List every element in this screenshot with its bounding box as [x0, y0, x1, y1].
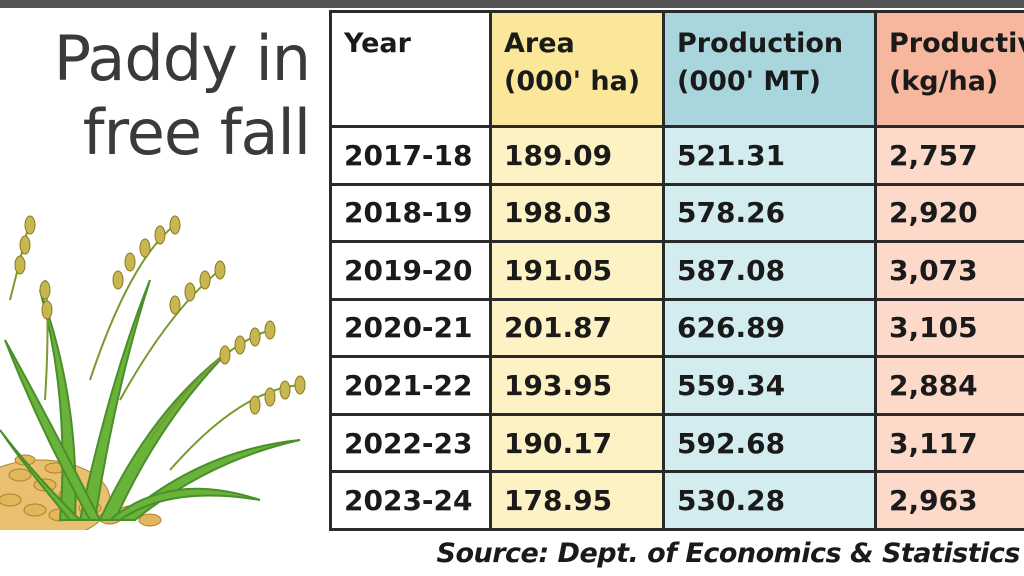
cell-productivity: 2,757 [874, 125, 1024, 186]
cell-productivity: 2,884 [874, 355, 1024, 416]
cell-year: 2023-24 [329, 470, 492, 531]
cell-area: 191.05 [489, 240, 665, 301]
cell-production: 559.34 [662, 355, 877, 416]
page-title: Paddy in free fall [20, 22, 311, 170]
table-header-row: Year Area (000' ha) Production (000' MT) P… [329, 10, 1024, 128]
cell-year: 2017-18 [329, 125, 492, 186]
title-line-1: Paddy in [53, 22, 311, 95]
cell-area: 201.87 [489, 297, 665, 359]
cell-productivity: 2,920 [874, 182, 1024, 244]
title-line-2: free fall [82, 96, 311, 169]
cell-year: 2019-20 [329, 240, 492, 301]
cell-area: 189.09 [489, 125, 665, 186]
top-bar [0, 0, 1024, 8]
grain-heads [14, 215, 306, 415]
cell-production: 592.68 [662, 412, 877, 474]
cell-area: 190.17 [489, 412, 665, 474]
cell-production: 626.89 [662, 297, 877, 359]
table-row: 2017-18 189.09 521.31 2,757 [329, 125, 1024, 186]
cell-production: 521.31 [662, 125, 877, 186]
table-row: 2018-19 198.03 578.26 2,920 [329, 182, 1024, 244]
cell-area: 178.95 [489, 470, 665, 531]
source-note: Source: Dept. of Economics & Statistics [436, 538, 1021, 569]
cell-area: 193.95 [489, 355, 665, 416]
cell-production: 530.28 [662, 470, 877, 531]
table-row: 2022-23 190.17 592.68 3,117 [329, 412, 1024, 474]
cell-area: 198.03 [489, 182, 665, 244]
cell-year: 2022-23 [329, 412, 492, 474]
cell-production: 587.08 [662, 240, 877, 301]
table-row: 2023-24 178.95 530.28 2,963 [329, 470, 1024, 531]
header-productivity: Productivity(kg/ha) [874, 10, 1024, 128]
cell-productivity: 3,073 [874, 240, 1024, 301]
cell-production: 578.26 [662, 182, 877, 244]
table-row: 2021-22 193.95 559.34 2,884 [329, 355, 1024, 416]
cell-year: 2021-22 [329, 355, 492, 416]
cell-productivity: 3,105 [874, 297, 1024, 359]
cell-productivity: 2,963 [874, 470, 1024, 531]
table-row: 2020-21 201.87 626.89 3,105 [329, 297, 1024, 359]
paddy-data-table: Year Area (000' ha) Production (000' MT) P… [329, 10, 1024, 531]
cell-productivity: 3,117 [874, 412, 1024, 474]
header-production: Production (000' MT) [662, 10, 877, 128]
cell-year: 2018-19 [329, 182, 492, 244]
header-area: Area (000' ha) [489, 10, 665, 128]
cell-year: 2020-21 [329, 297, 492, 359]
rice-paddy-icon [0, 215, 306, 530]
header-year: Year [329, 10, 492, 128]
table-row: 2019-20 191.05 587.08 3,073 [329, 240, 1024, 301]
